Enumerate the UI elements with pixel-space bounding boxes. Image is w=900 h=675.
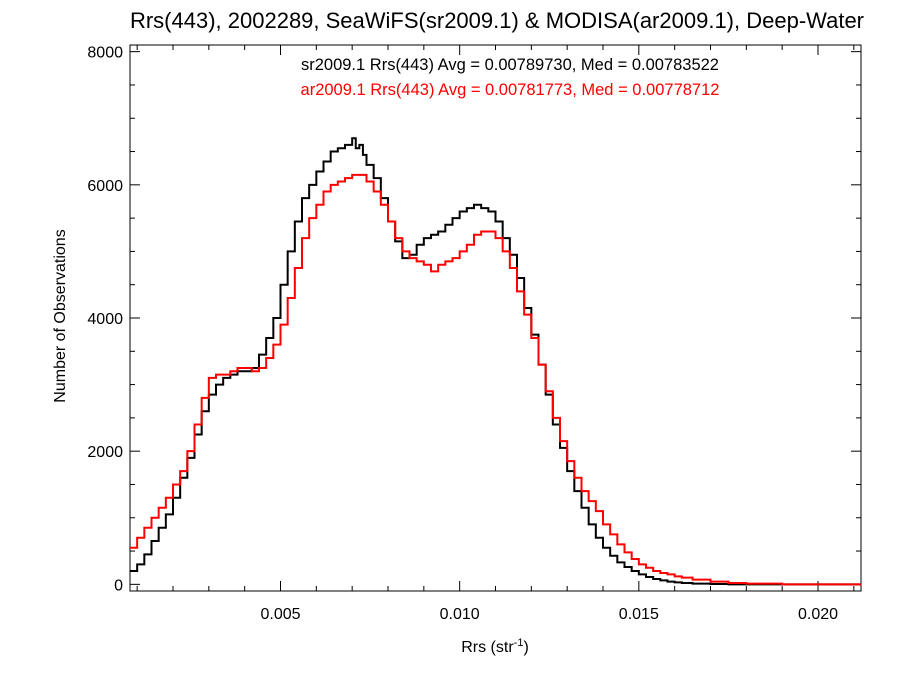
y-tick-label: 0 bbox=[114, 577, 123, 594]
chart-title: Rrs(443), 2002289, SeaWiFS(sr2009.1) & M… bbox=[130, 8, 864, 33]
y-axis-label: Number of Observations bbox=[52, 229, 69, 402]
x-axis-label-end: ) bbox=[523, 639, 528, 656]
x-axis-label: Rrs (str-1) bbox=[461, 637, 529, 656]
y-tick-label: 8000 bbox=[87, 45, 123, 62]
x-tick-label: 0.015 bbox=[619, 606, 659, 623]
x-axis-label-superscript: -1 bbox=[514, 637, 524, 649]
x-tick-label: 0.005 bbox=[260, 606, 300, 623]
y-tick-label: 4000 bbox=[87, 311, 123, 328]
x-axis-label-main: Rrs (str bbox=[461, 639, 514, 656]
data-series bbox=[130, 137, 861, 586]
axis-ticks: 0.005 0.010 0.015 0.020 0 2000 4000 6000 8000 bbox=[87, 45, 861, 623]
y-tick-label: 6000 bbox=[87, 178, 123, 195]
y-tick-label: 2000 bbox=[87, 444, 123, 461]
stats-annotation-ar2009: ar2009.1 Rrs(443) Avg = 0.00781773, Med … bbox=[301, 81, 720, 99]
x-tick-label: 0.010 bbox=[440, 606, 480, 623]
plot-frame bbox=[129, 44, 862, 592]
series-line-sr2009-1 bbox=[130, 137, 861, 586]
series-line-ar2009-1 bbox=[130, 173, 861, 586]
stats-annotation-sr2009: sr2009.1 Rrs(443) Avg = 0.00789730, Med … bbox=[301, 56, 719, 74]
x-tick-label: 0.020 bbox=[798, 606, 838, 623]
